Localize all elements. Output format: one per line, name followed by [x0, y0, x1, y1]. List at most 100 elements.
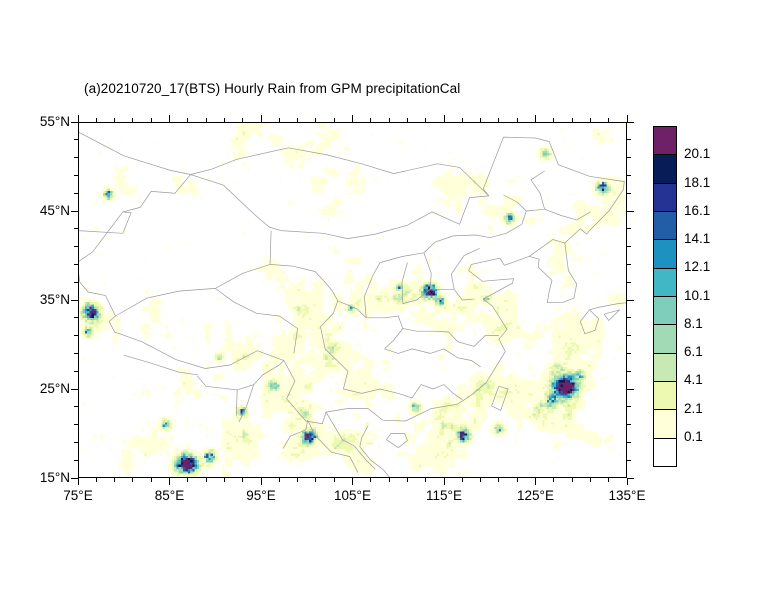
x-axis-tick-label: 95°E: [246, 488, 276, 503]
x-axis-minor-tick: [461, 478, 463, 482]
y-axis-minor-tick: [74, 174, 78, 176]
colorbar-cell: [654, 410, 676, 439]
x-axis-tick-label: 115°E: [426, 488, 462, 503]
x-axis-minor-tick: [315, 478, 317, 482]
y-axis-minor-tick: [627, 317, 631, 319]
plot-area: [78, 122, 627, 478]
x-axis-minor-tick: [461, 118, 463, 122]
y-axis-minor-tick: [627, 139, 631, 141]
x-axis-minor-tick: [132, 478, 134, 482]
y-axis-minor-tick: [627, 174, 631, 176]
colorbar-tick-label: 0.1: [684, 428, 703, 444]
y-axis-tick-label: 15°N: [39, 470, 70, 485]
x-axis-minor-tick: [388, 118, 390, 122]
x-axis-minor-tick: [553, 118, 555, 122]
x-axis-minor-tick: [608, 118, 610, 122]
x-axis-minor-tick: [187, 478, 189, 482]
x-axis-minor-tick: [388, 478, 390, 482]
y-axis-minor-tick: [627, 441, 631, 443]
x-axis-minor-tick: [406, 118, 408, 122]
colorbar-cell: [654, 353, 676, 382]
y-axis-minor-tick: [627, 370, 631, 372]
x-axis-major-tick: [535, 115, 536, 122]
y-axis-major-tick: [71, 210, 78, 212]
y-axis-minor-tick: [627, 157, 631, 159]
colorbar-cell: [654, 183, 676, 212]
y-axis-tick-label: 45°N: [39, 203, 70, 218]
colorbar-tick-label: 2.1: [684, 400, 703, 416]
y-axis-major-tick: [627, 210, 634, 212]
colorbar-cell: [654, 268, 676, 297]
y-axis-minor-tick: [74, 228, 78, 230]
x-axis-minor-tick: [608, 478, 610, 482]
y-axis-major-tick: [71, 299, 78, 301]
x-axis-minor-tick: [571, 118, 573, 122]
precipitation-map-canvas: [78, 122, 627, 478]
y-axis-tick-label: 35°N: [39, 292, 70, 307]
x-axis-minor-tick: [406, 478, 408, 482]
y-axis-major-tick: [627, 299, 634, 301]
colorbar: [653, 126, 677, 467]
x-axis-minor-tick: [187, 118, 189, 122]
x-axis-minor-tick: [223, 478, 225, 482]
x-axis-minor-tick: [95, 118, 97, 122]
x-axis-minor-tick: [297, 118, 299, 122]
x-axis-minor-tick: [425, 478, 427, 482]
x-axis-minor-tick: [370, 478, 372, 482]
colorbar-tick-label: 18.1: [684, 174, 711, 190]
colorbar-cell: [654, 296, 676, 326]
y-axis-minor-tick: [74, 335, 78, 337]
x-axis-minor-tick: [278, 118, 280, 122]
y-axis-major-tick: [71, 388, 78, 390]
x-axis-tick-label: 125°E: [517, 488, 554, 503]
y-axis-minor-tick: [74, 459, 78, 461]
x-axis-tick-label: 135°E: [608, 488, 646, 503]
x-axis-major-tick: [260, 478, 262, 485]
x-axis-major-tick: [260, 115, 262, 122]
y-axis-minor-tick: [74, 263, 78, 265]
colorbar-tick-label: 20.1: [684, 146, 711, 162]
y-axis-minor-tick: [627, 263, 631, 265]
y-axis-major-tick: [627, 121, 634, 123]
x-axis-major-tick: [535, 478, 536, 485]
y-axis-major-tick: [71, 477, 78, 479]
colorbar-cell: [654, 211, 676, 241]
colorbar-cell: [654, 155, 676, 184]
y-axis-minor-tick: [627, 424, 631, 426]
x-axis-minor-tick: [114, 478, 116, 482]
y-axis-minor-tick: [627, 246, 631, 248]
y-axis-minor-tick: [74, 370, 78, 372]
x-axis-major-tick: [169, 115, 170, 122]
x-axis-minor-tick: [297, 478, 299, 482]
x-axis-minor-tick: [498, 478, 500, 482]
x-axis-major-tick: [77, 115, 79, 122]
colorbar-tick-label: 16.1: [684, 202, 711, 218]
x-axis-minor-tick: [205, 118, 207, 122]
x-axis-minor-tick: [425, 118, 427, 122]
x-axis-minor-tick: [114, 118, 116, 122]
y-axis-minor-tick: [74, 424, 78, 426]
y-axis-minor-tick: [74, 441, 78, 443]
y-axis-minor-tick: [627, 352, 631, 354]
y-axis-minor-tick: [74, 406, 78, 408]
x-axis-minor-tick: [589, 478, 591, 482]
colorbar-tick-label: 12.1: [684, 259, 711, 275]
x-axis-minor-tick: [571, 478, 573, 482]
x-axis-major-tick: [443, 478, 445, 485]
colorbar-cell: [654, 240, 676, 269]
x-axis-minor-tick: [315, 118, 317, 122]
colorbar-cell: [654, 438, 676, 466]
x-axis-minor-tick: [150, 478, 152, 482]
x-axis-minor-tick: [150, 118, 152, 122]
x-axis-minor-tick: [333, 478, 335, 482]
colorbar-tick-label: 14.1: [684, 231, 711, 246]
y-axis-major-tick: [71, 121, 78, 123]
y-axis-minor-tick: [627, 406, 631, 408]
x-axis-minor-tick: [589, 118, 591, 122]
x-axis-minor-tick: [132, 118, 134, 122]
y-axis-minor-tick: [627, 192, 631, 194]
y-axis-minor-tick: [74, 157, 78, 159]
x-axis-major-tick: [169, 478, 170, 485]
x-axis-major-tick: [626, 478, 628, 485]
